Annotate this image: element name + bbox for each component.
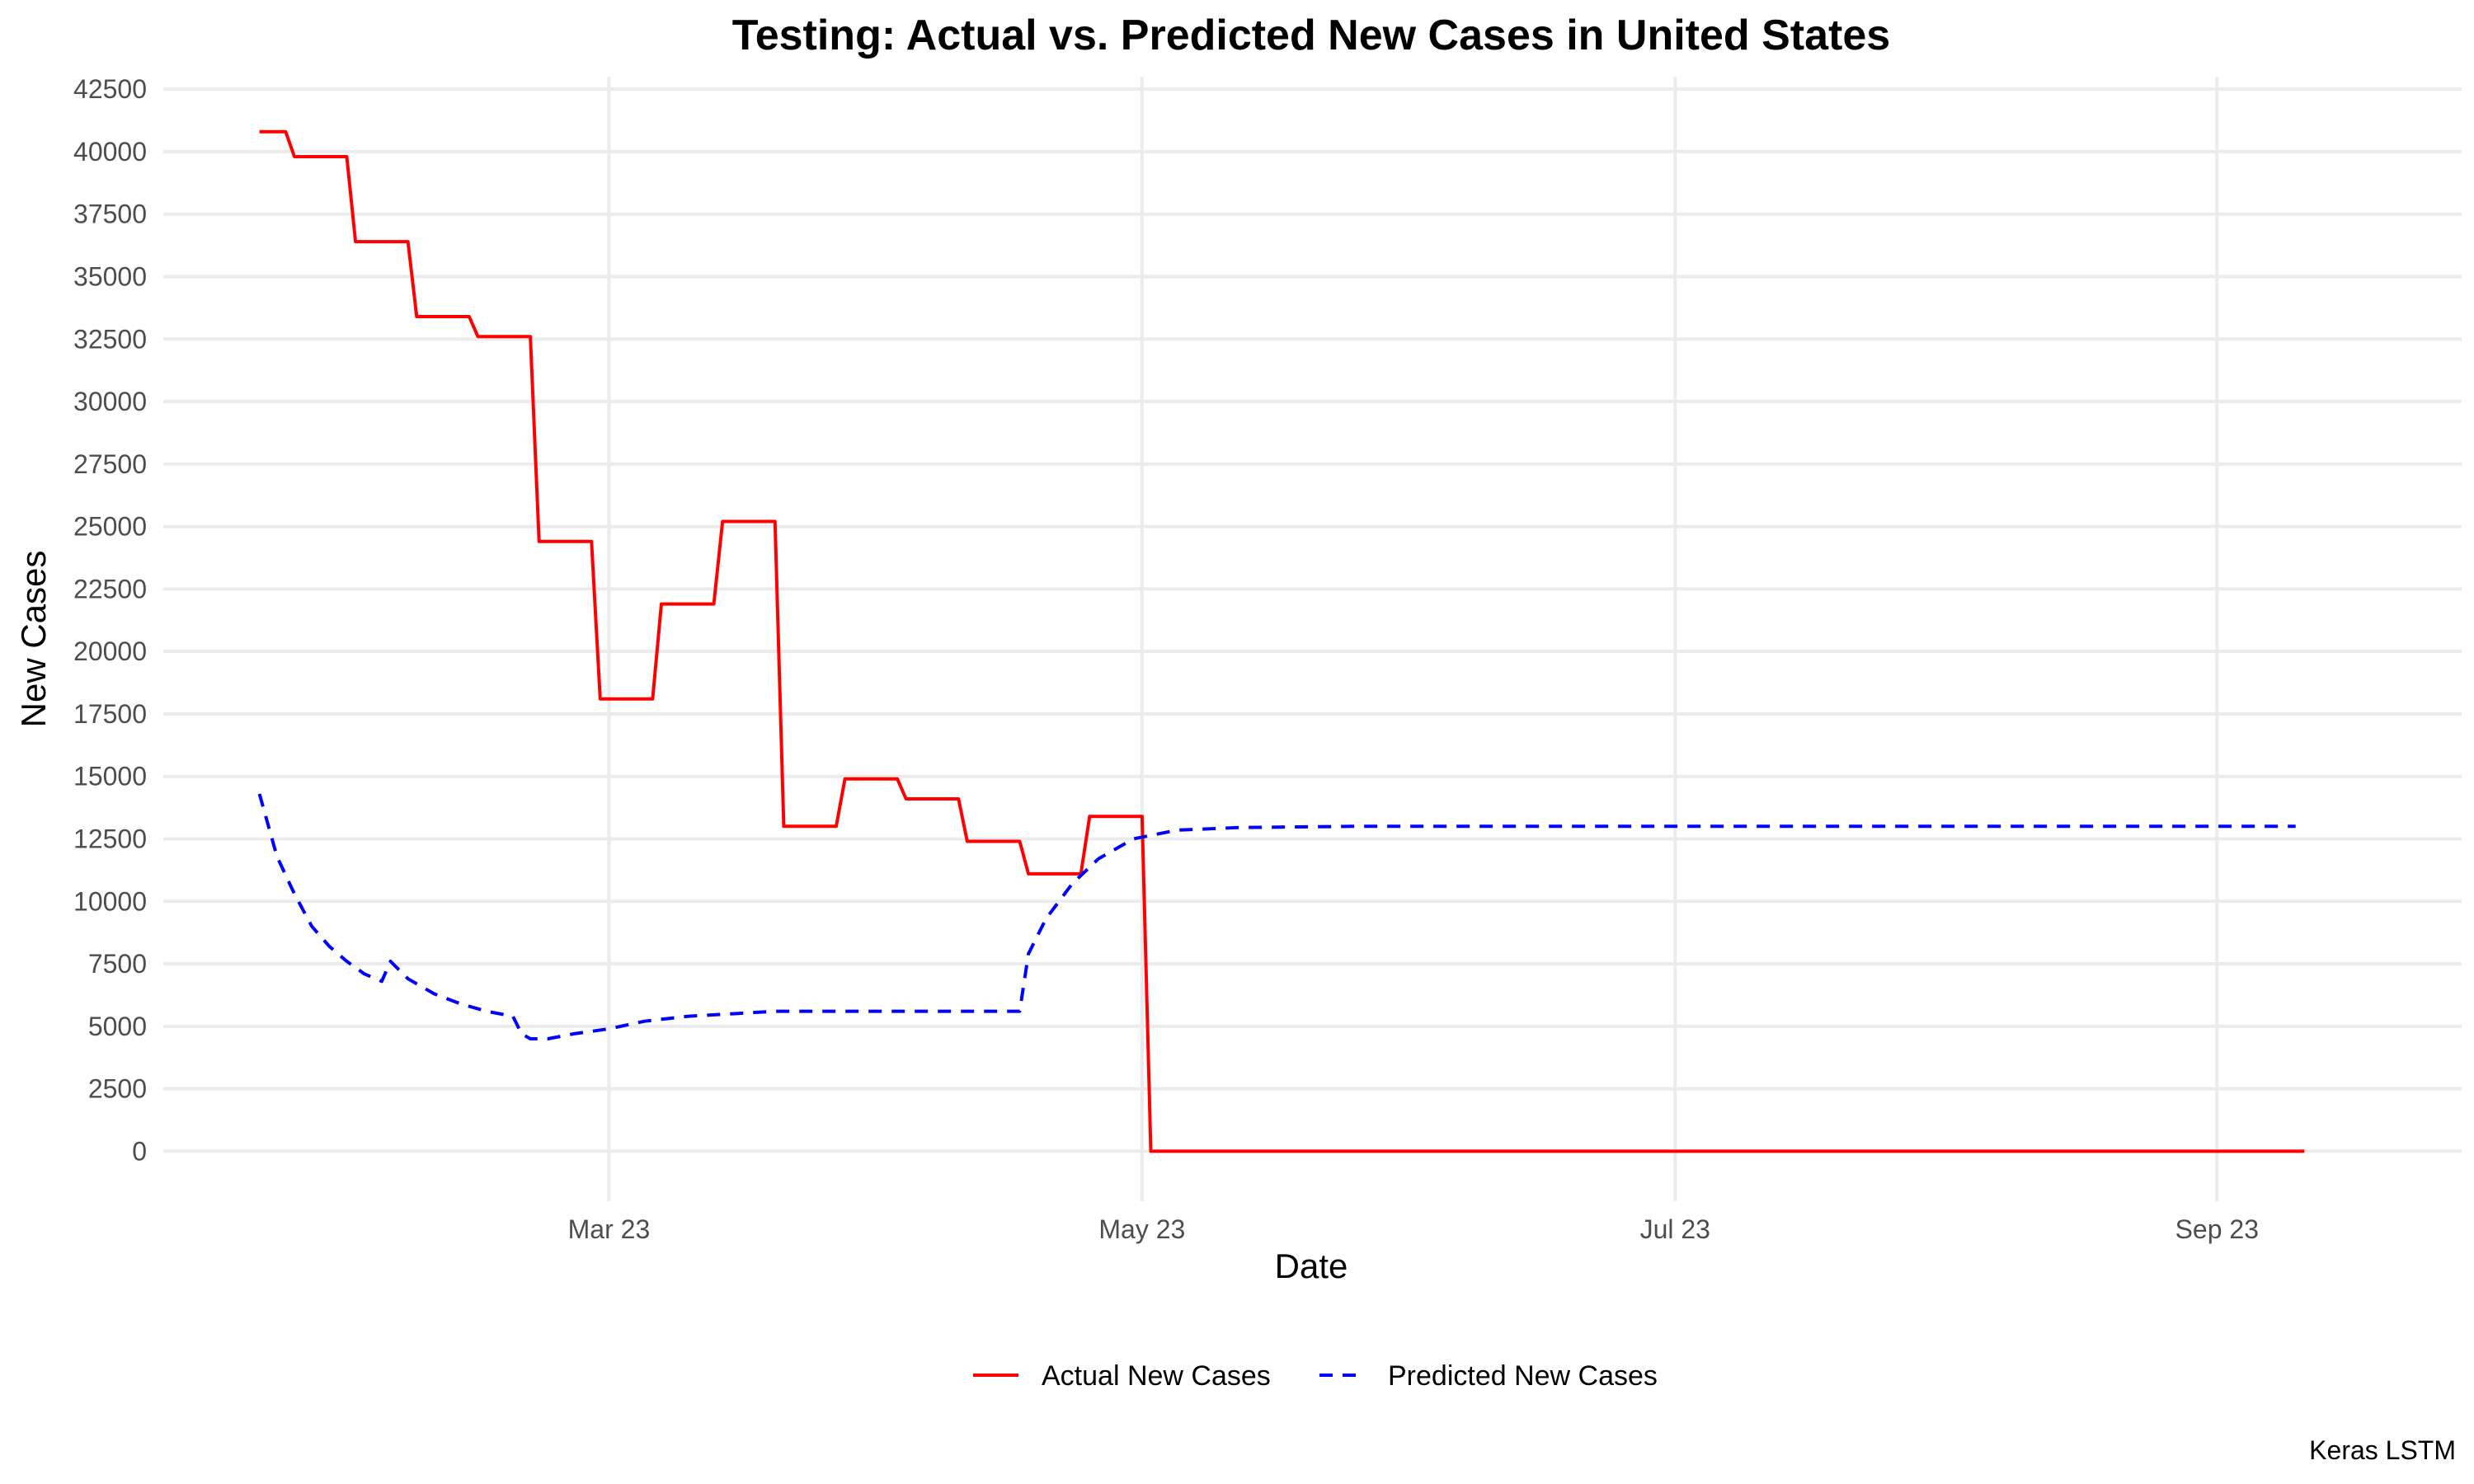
x-tick-label: Mar 23: [568, 1214, 651, 1244]
series-line-predicted: [257, 793, 2296, 1040]
y-tick-label: 17500: [73, 699, 147, 729]
legend: Actual New Cases Predicted New Cases: [973, 1360, 1658, 1392]
y-tick-label: 10000: [73, 886, 147, 916]
y-axis-tick-labels: 0 2500 5000 7500 10000 12500 15000 17500 20000 22…: [73, 74, 147, 1166]
x-tick-label: Sep 23: [2175, 1214, 2259, 1244]
y-tick-label: 2500: [88, 1074, 147, 1104]
x-tick-label: Jul 23: [1640, 1214, 1710, 1244]
series-line-actual: [259, 129, 2305, 1153]
y-tick-label: 40000: [73, 137, 147, 167]
y-tick-label: 0: [132, 1136, 147, 1166]
x-axis-title: Date: [1275, 1247, 1348, 1285]
legend-label: Actual New Cases: [1042, 1360, 1271, 1392]
y-tick-label: 30000: [73, 387, 147, 416]
y-tick-label: 5000: [88, 1012, 147, 1041]
plot-series: [257, 129, 2305, 1153]
y-tick-label: 27500: [73, 449, 147, 479]
y-tick-label: 35000: [73, 261, 147, 291]
y-tick-label: 37500: [73, 200, 147, 229]
y-tick-label: 12500: [73, 824, 147, 853]
chart-caption: Keras LSTM: [2309, 1435, 2456, 1465]
x-tick-label: May 23: [1098, 1214, 1185, 1244]
y-axis-title: New Cases: [14, 551, 53, 728]
legend-label: Predicted New Cases: [1388, 1360, 1658, 1392]
y-tick-label: 15000: [73, 762, 147, 791]
gridlines: [163, 77, 2462, 1201]
chart-title: Testing: Actual vs. Predicted New Cases …: [732, 12, 1890, 59]
y-tick-label: 7500: [88, 949, 147, 979]
x-axis-tick-labels: Mar 23 May 23 Jul 23 Sep 23: [568, 1214, 2259, 1244]
y-tick-label: 25000: [73, 512, 147, 542]
y-tick-label: 42500: [73, 74, 147, 104]
y-tick-label: 32500: [73, 324, 147, 354]
y-tick-label: 22500: [73, 574, 147, 603]
y-tick-label: 20000: [73, 636, 147, 666]
